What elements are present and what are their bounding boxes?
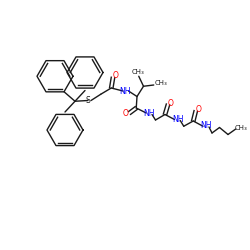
- Text: O: O: [168, 98, 174, 108]
- Text: O: O: [196, 105, 202, 114]
- Text: CH₃: CH₃: [154, 80, 167, 86]
- Text: NH: NH: [144, 109, 155, 118]
- Text: CH₃: CH₃: [132, 69, 144, 75]
- Text: O: O: [113, 72, 119, 80]
- Text: CH₃: CH₃: [235, 125, 248, 131]
- Text: NH: NH: [172, 115, 184, 124]
- Text: NH: NH: [120, 86, 131, 96]
- Text: NH: NH: [200, 121, 212, 130]
- Text: O: O: [123, 110, 129, 118]
- Text: S: S: [86, 96, 90, 105]
